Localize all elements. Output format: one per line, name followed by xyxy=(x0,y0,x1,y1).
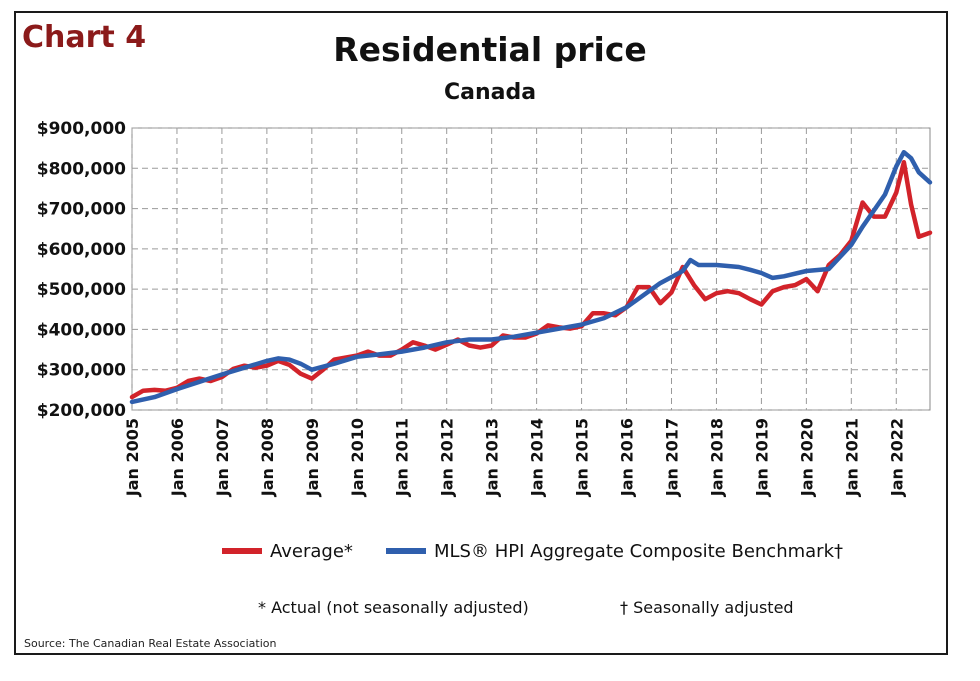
y-tick-label: $600,000 xyxy=(37,240,126,260)
x-tick-label: Jan 2011 xyxy=(393,418,412,497)
x-tick-label: Jan 2021 xyxy=(842,418,861,497)
note-seasonal: † Seasonally adjusted xyxy=(620,598,794,617)
chart-subtitle: Canada xyxy=(443,80,537,105)
x-tick-label: Jan 2018 xyxy=(707,418,726,497)
y-tick-label: $900,000 xyxy=(37,119,126,139)
y-tick-label: $400,000 xyxy=(37,320,126,340)
y-tick-label: $800,000 xyxy=(37,159,126,179)
x-tick-label: Jan 2020 xyxy=(797,418,816,497)
x-tick-label: Jan 2014 xyxy=(528,418,547,497)
legend-label-hpi: MLS® HPI Aggregate Composite Benchmark† xyxy=(434,541,843,562)
x-tick-label: Jan 2017 xyxy=(662,418,681,497)
legend-label-average: Average* xyxy=(270,541,353,562)
y-tick-label: $200,000 xyxy=(37,401,126,421)
y-tick-label: $300,000 xyxy=(37,361,126,381)
x-tick-label: Jan 2022 xyxy=(887,418,906,497)
chart-title: Residential price xyxy=(333,30,647,69)
x-tick-label: Jan 2009 xyxy=(303,418,322,497)
x-tick-label: Jan 2012 xyxy=(438,418,457,497)
y-tick-label: $700,000 xyxy=(37,200,126,220)
x-tick-label: Jan 2007 xyxy=(213,418,232,497)
series-line-hpi xyxy=(129,149,933,405)
note-actual: * Actual (not seasonally adjusted) xyxy=(258,598,529,617)
x-tick-label: Jan 2015 xyxy=(573,418,592,497)
x-tick-label: Jan 2013 xyxy=(483,418,502,497)
source-note: Source: The Canadian Real Estate Associa… xyxy=(24,637,277,650)
grid-lines xyxy=(131,127,930,411)
x-tick-label: Jan 2010 xyxy=(348,418,367,497)
chart-number-label: Chart 4 xyxy=(22,20,147,55)
y-axis-ticks: $200,000 $300,000 $400,000 $500,000 $600,000… xyxy=(37,119,126,421)
x-tick-label: Jan 2006 xyxy=(168,418,187,497)
legend: Average* MLS® HPI Aggregate Composite Be… xyxy=(222,541,843,562)
x-tick-label: Jan 2008 xyxy=(258,418,277,497)
y-tick-label: $500,000 xyxy=(37,280,126,300)
x-axis-ticks: Jan 2005 Jan 2006 Jan 2007 Jan 2008 Jan 2009… xyxy=(123,418,906,497)
series-lines xyxy=(129,149,933,405)
x-tick-label: Jan 2016 xyxy=(618,418,637,497)
x-tick-label: Jan 2019 xyxy=(752,418,771,497)
x-tick-label: Jan 2005 xyxy=(123,418,142,497)
